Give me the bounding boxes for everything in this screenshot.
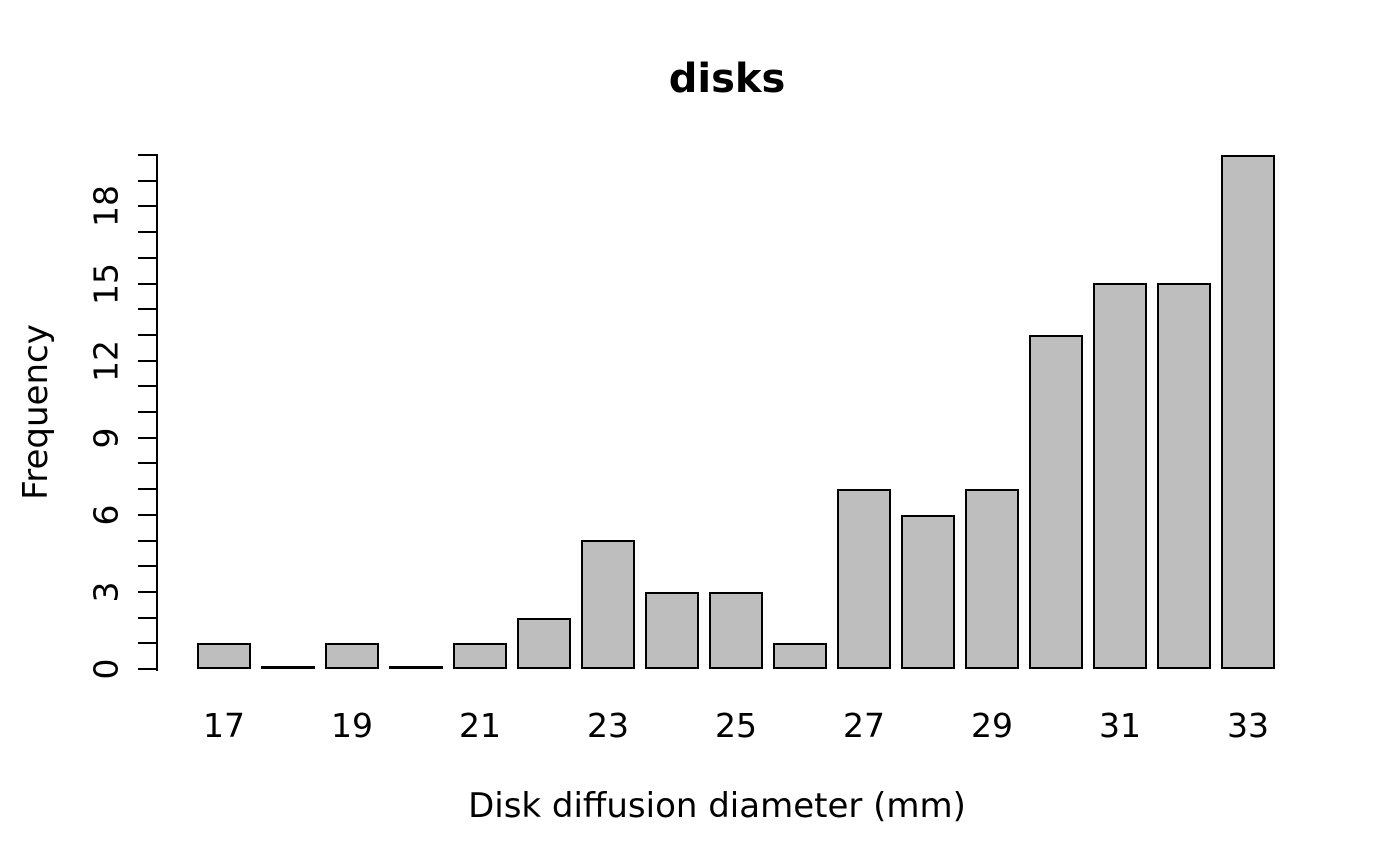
bar xyxy=(1157,283,1211,669)
y-axis-tick xyxy=(138,436,157,439)
bar-zero-segment xyxy=(261,666,315,669)
y-axis-tick-label: 15 xyxy=(86,262,126,305)
bar xyxy=(517,618,571,669)
x-axis-tick-label: 27 xyxy=(843,706,885,745)
y-axis-line xyxy=(156,154,158,671)
y-axis-tick xyxy=(138,565,157,568)
x-axis-tick-label: 17 xyxy=(203,706,245,745)
y-axis-tick xyxy=(138,616,157,619)
bar xyxy=(965,489,1019,669)
x-axis-tick-label: 31 xyxy=(1099,706,1141,745)
y-axis-tick xyxy=(138,154,157,156)
y-axis-tick xyxy=(138,513,157,516)
y-axis-tick xyxy=(138,385,157,388)
y-axis-tick-label: 12 xyxy=(86,339,126,382)
bar xyxy=(1093,283,1147,669)
bar xyxy=(901,515,955,669)
x-axis-tick-label: 29 xyxy=(971,706,1013,745)
y-axis-tick xyxy=(138,333,157,336)
bar xyxy=(1221,155,1275,669)
y-axis-tick-label: 18 xyxy=(86,185,126,228)
y-axis-tick xyxy=(138,411,157,413)
bar xyxy=(773,643,827,669)
bar-zero-segment xyxy=(389,666,443,669)
y-axis-tick-label: 9 xyxy=(86,427,126,449)
y-axis-tick xyxy=(138,231,157,234)
bar xyxy=(325,643,379,669)
y-axis-tick xyxy=(138,590,157,593)
y-axis-tick-label: 6 xyxy=(86,504,126,526)
y-axis-tick xyxy=(138,642,157,645)
x-axis-tick-label: 33 xyxy=(1227,706,1269,745)
bar xyxy=(709,592,763,669)
bar xyxy=(453,643,507,669)
y-axis-title: Frequency xyxy=(16,324,56,500)
x-axis-tick-label: 21 xyxy=(459,706,501,745)
y-axis-tick xyxy=(138,359,157,362)
y-axis-tick xyxy=(138,282,157,285)
x-axis-title: Disk diffusion diameter (mm) xyxy=(468,786,966,826)
y-axis-tick-label: 3 xyxy=(86,581,126,603)
x-axis-tick-label: 25 xyxy=(715,706,757,745)
y-axis-tick xyxy=(138,179,157,182)
y-axis-tick xyxy=(138,462,157,465)
x-axis-tick-label: 23 xyxy=(587,706,629,745)
bar xyxy=(837,489,891,669)
bar xyxy=(1029,335,1083,669)
y-axis-tick xyxy=(138,256,157,259)
y-axis-tick xyxy=(138,488,157,491)
y-axis-tick xyxy=(138,539,157,542)
chart-title: disks xyxy=(668,56,786,102)
y-axis-tick xyxy=(138,668,157,670)
y-axis-tick-label: 0 xyxy=(86,658,126,680)
y-axis-tick xyxy=(138,308,157,311)
x-axis-tick-label: 19 xyxy=(331,706,373,745)
bar xyxy=(197,643,251,669)
bar xyxy=(645,592,699,669)
y-axis-tick xyxy=(138,205,157,208)
bar xyxy=(581,540,635,669)
